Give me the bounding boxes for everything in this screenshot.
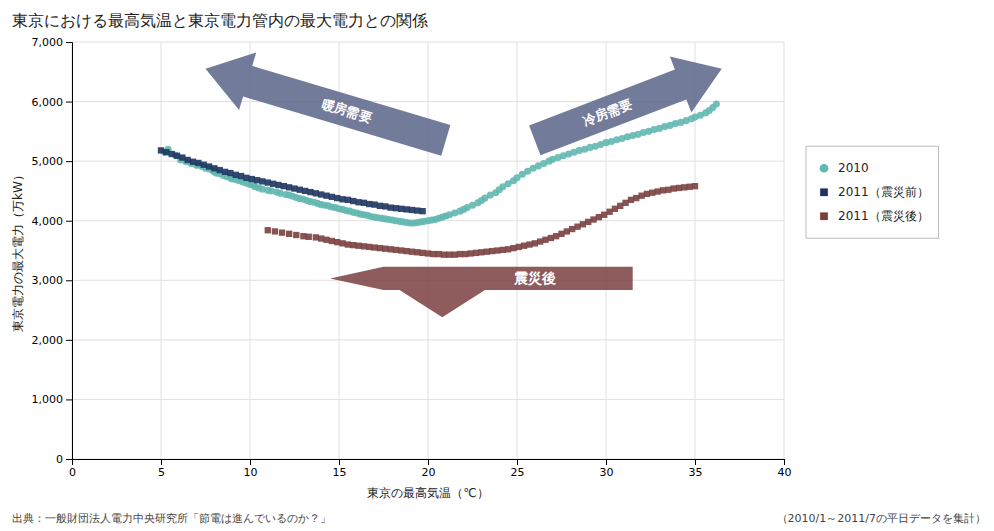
tick: 30 [600, 459, 614, 479]
tick-mark [66, 459, 72, 460]
tick-mark [66, 161, 72, 162]
title: 東京における最高気温と東京電力管内の最大電力との関係 [12, 11, 428, 30]
series [265, 183, 699, 258]
point [713, 100, 720, 107]
tick: 4,000 [32, 215, 73, 228]
tick-label: 5 [158, 466, 165, 479]
axis-line [66, 43, 73, 460]
tick: 20 [422, 459, 436, 479]
tick: 2,000 [32, 334, 73, 347]
point [692, 183, 698, 189]
tick: 7,000 [32, 36, 73, 49]
x-axis: 0 5 10 15 20 25 30 35 40 [69, 459, 792, 479]
tick-label: 0 [56, 453, 63, 466]
legend-label: 2010 [838, 161, 869, 175]
chart: 0 5 10 15 20 25 30 35 40 0 1,000 2,000 3,000 4,000 5,0… [0, 0, 994, 531]
annotation-texts: 暖房需要 冷房需要震災後 [320, 96, 635, 286]
tick-label: 25 [511, 466, 525, 479]
tick-label: 4,000 [32, 215, 64, 228]
grid-line [784, 42, 785, 459]
grid-line [517, 42, 518, 459]
tick-label: 6,000 [32, 96, 64, 109]
point [419, 208, 425, 214]
y-axis-title: 東京電力の最大電力（万kW） [11, 169, 25, 332]
grid [72, 42, 784, 459]
tick-label: 5,000 [32, 155, 64, 168]
footnote: 出典：一般財団法人電力中央研究所「節電は進んでいるのか？」 [12, 512, 331, 525]
tick: 40 [778, 459, 792, 479]
tick: 25 [511, 459, 525, 479]
tick-mark [66, 340, 72, 341]
tick-mark [784, 459, 785, 465]
grid-line [72, 339, 784, 340]
point [293, 232, 299, 238]
tick-label: 10 [244, 466, 258, 479]
tick-mark [606, 459, 607, 465]
arrow [529, 56, 722, 155]
tick-label: 7,000 [32, 36, 64, 49]
plot: 0 5 10 15 20 25 30 35 40 0 1,000 2,000 3,000 4,000 5,0… [32, 36, 792, 479]
arrow [206, 53, 451, 156]
series [161, 100, 720, 226]
tick: 6,000 [32, 96, 73, 109]
tick: 10 [244, 459, 258, 479]
footnote: （2010/1～2011/7の平日データを集計） [777, 512, 986, 525]
tick-mark [66, 221, 72, 222]
legend: 2010 2011（震災前） 2011（震災後） [806, 146, 939, 238]
tick-mark [66, 399, 72, 400]
arrow [330, 267, 633, 317]
tick: 3,000 [32, 274, 73, 287]
tick-label: 0 [69, 466, 76, 479]
tick-label: 20 [422, 466, 436, 479]
point [279, 229, 285, 235]
point [265, 227, 271, 233]
grid-line [161, 42, 162, 459]
point [272, 228, 278, 234]
tick-mark [66, 102, 72, 103]
legend-box [806, 146, 939, 238]
grid-line [250, 42, 251, 459]
tick-mark [517, 459, 518, 465]
legend-label: 2011（震災後） [838, 209, 929, 223]
tick: 15 [333, 459, 347, 479]
annotation: 冷房需要 [581, 96, 635, 129]
x-axis-title: 東京の最高気温（℃） [367, 486, 488, 500]
tick: 0 [69, 459, 76, 479]
tick: 1,000 [32, 393, 73, 406]
tick-mark [250, 459, 251, 465]
point [286, 231, 292, 237]
tick-label: 15 [333, 466, 347, 479]
y-axis: 0 1,000 2,000 3,000 4,000 5,000 6,000 7,000 [32, 36, 73, 466]
grid-line [72, 399, 784, 400]
tick: 35 [689, 459, 703, 479]
tick-label: 30 [600, 466, 614, 479]
legend-symbol [820, 212, 828, 220]
legend-symbol [820, 188, 828, 196]
tick-mark [339, 459, 340, 465]
tick-label: 2,000 [32, 334, 64, 347]
tick-mark [428, 459, 429, 465]
legend-label: 2011（震災前） [838, 185, 929, 199]
annotation: 震災後 [513, 270, 556, 286]
tick: 5,000 [32, 155, 73, 168]
tick-mark [161, 459, 162, 465]
annotation-shapes [206, 53, 722, 318]
tick-label: 1,000 [32, 393, 64, 406]
legend-symbol [820, 164, 829, 173]
series [158, 147, 426, 214]
tick-mark [695, 459, 696, 465]
tick-label: 40 [778, 466, 792, 479]
tick-mark [66, 280, 72, 281]
point [306, 234, 312, 240]
axis-line [73, 460, 785, 466]
tick-mark [66, 42, 72, 43]
tick-label: 35 [689, 466, 703, 479]
annotation: 暖房需要 [320, 96, 374, 125]
tick: 0 [56, 453, 72, 466]
tick-label: 3,000 [32, 274, 64, 287]
tick: 5 [158, 459, 165, 479]
grid-line [72, 42, 784, 43]
